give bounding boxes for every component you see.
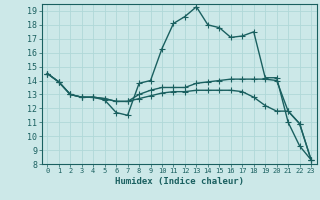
X-axis label: Humidex (Indice chaleur): Humidex (Indice chaleur): [115, 177, 244, 186]
